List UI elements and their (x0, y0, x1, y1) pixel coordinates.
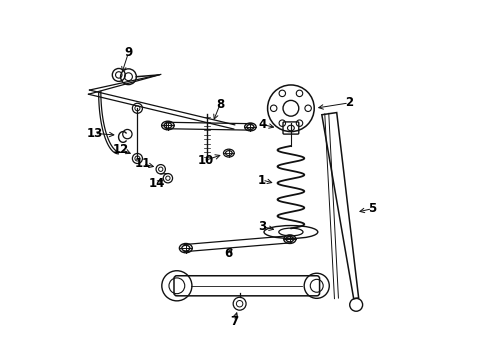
Text: 3: 3 (258, 220, 266, 233)
Text: 14: 14 (149, 177, 165, 190)
Text: 1: 1 (258, 174, 266, 186)
Text: 11: 11 (135, 157, 151, 170)
Text: 4: 4 (258, 118, 267, 131)
Text: 13: 13 (86, 127, 102, 140)
Text: 6: 6 (225, 247, 233, 260)
Text: 8: 8 (216, 98, 224, 111)
Text: 12: 12 (113, 143, 129, 156)
Text: 2: 2 (345, 96, 353, 109)
Text: 10: 10 (197, 154, 214, 167)
Text: 7: 7 (230, 315, 238, 328)
Text: 5: 5 (368, 202, 376, 215)
Text: 9: 9 (124, 46, 133, 59)
